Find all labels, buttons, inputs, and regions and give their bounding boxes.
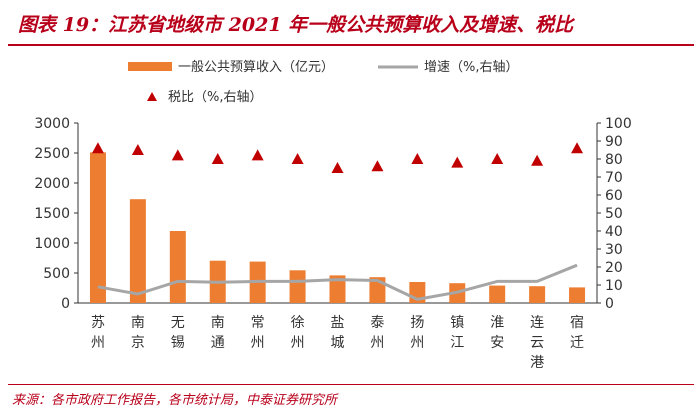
y-right-tick-label: 40 — [605, 224, 623, 240]
bar-12 — [569, 287, 586, 303]
growth-line-series — [97, 263, 578, 301]
source-divider — [8, 384, 694, 385]
tax-ratio-marker-6 — [331, 162, 344, 173]
y-left-tick-label: 1000 — [34, 236, 70, 252]
tax-ratio-marker-10 — [491, 153, 504, 164]
tax-ratio-marker-12 — [571, 142, 584, 154]
y-right-tick-label: 30 — [605, 242, 623, 258]
x-tick-label: 苏州 — [91, 315, 105, 351]
y-right-tick-label: 50 — [605, 206, 623, 222]
x-tick-label: 扬州 — [410, 315, 424, 351]
tax-ratio-marker-2 — [171, 149, 184, 161]
x-tick-label: 淮安 — [490, 315, 504, 351]
tax-ratio-marker-9 — [451, 156, 464, 168]
legend: 一般公共预算收入（亿元） 增速（%,右轴） 税比（%,右轴） — [128, 59, 519, 105]
y-right-tick-label: 20 — [605, 260, 623, 276]
x-tick-label: 无锡 — [171, 315, 185, 351]
y-left-tick-label: 0 — [61, 296, 70, 312]
x-tick-label: 南京 — [131, 315, 145, 351]
x-tick-label: 泰州 — [370, 315, 384, 351]
x-tick-label: 南通 — [211, 315, 225, 351]
title-divider — [8, 44, 694, 46]
bar-10 — [489, 285, 506, 303]
y-left-tick-label: 500 — [43, 266, 70, 282]
tax-ratio-marker-3 — [211, 153, 224, 164]
y-right-tick-label: 60 — [605, 188, 623, 204]
axes: 0 500 1000 1500 2000 2500 3000 0 10 20 30 40 50 60 70 8… — [34, 116, 631, 312]
y-left-tick-label: 1500 — [34, 206, 70, 222]
x-tick-label: 连云港 — [530, 315, 544, 371]
tax-ratio-marker-7 — [371, 160, 384, 172]
tax-ratio-marker-5 — [291, 153, 304, 164]
legend-swatch-bar — [128, 62, 172, 71]
bar-series — [89, 152, 586, 303]
x-tick-label: 常州 — [251, 315, 265, 351]
legend-label-marker: 税比（%,右轴） — [168, 90, 263, 105]
tax-ratio-series — [91, 142, 584, 173]
chart: 一般公共预算收入（亿元） 增速（%,右轴） 税比（%,右轴） 050010001… — [34, 59, 631, 371]
y-right-tick-label: 90 — [605, 134, 623, 150]
bar-6 — [329, 275, 346, 303]
legend-swatch-marker — [147, 92, 157, 101]
x-tick-label: 镇江 — [450, 315, 464, 351]
chart-title: 图表 19：江苏省地级市 2021 年一般公共预算收入及增速、税比 — [18, 14, 574, 36]
legend-label-bar: 一般公共预算收入（亿元） — [178, 59, 334, 75]
y-left-tick-label: 2000 — [34, 176, 70, 192]
tax-ratio-marker-4 — [251, 149, 264, 161]
y-right-tick-label: 0 — [605, 296, 614, 312]
growth-line — [97, 263, 578, 301]
x-tick-label: 宿迁 — [570, 314, 584, 351]
bar-5 — [289, 270, 306, 303]
legend-label-line: 增速（%,右轴） — [424, 60, 519, 75]
x-tick-label: 徐州 — [291, 315, 305, 351]
y-right-tick-label: 10 — [605, 278, 623, 294]
tax-ratio-marker-0 — [91, 142, 104, 154]
tax-ratio-marker-8 — [411, 153, 424, 164]
y-right-tick-label: 70 — [605, 170, 623, 186]
y-right-tick-label: 80 — [605, 152, 623, 168]
bar-2 — [169, 231, 186, 303]
bar-0 — [89, 152, 106, 303]
source-note: 来源：各市政府工作报告，各市统计局，中泰证券研究所 — [12, 393, 338, 408]
y-left-tick-label: 3000 — [34, 116, 70, 132]
x-tick-label: 盐城 — [331, 315, 345, 351]
bar-11 — [529, 286, 546, 303]
y-left-tick-label: 2500 — [34, 146, 70, 162]
tax-ratio-marker-1 — [131, 144, 144, 155]
y-right-tick-label: 100 — [605, 116, 632, 132]
tax-ratio-marker-11 — [531, 154, 544, 166]
bar-1 — [129, 199, 146, 303]
